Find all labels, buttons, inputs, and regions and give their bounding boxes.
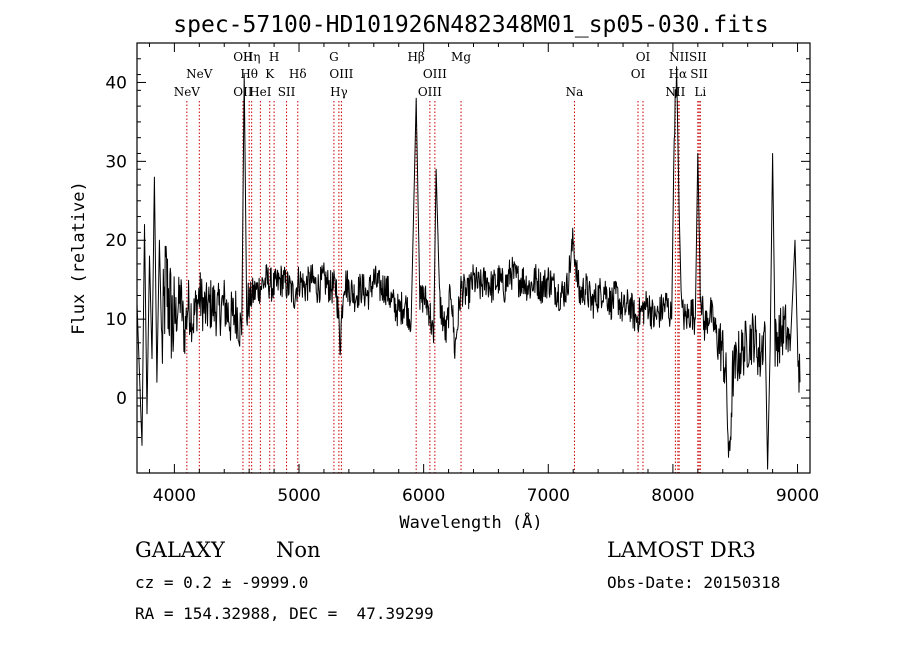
- spectral-line-label: SII: [690, 67, 708, 81]
- spectral-line-label: Hγ: [330, 85, 348, 99]
- x-axis-label: Wavelength (Å): [399, 511, 542, 533]
- coordinates-readout: RA = 154.32988, DEC = 47.39299: [135, 604, 434, 623]
- spectral-line-label: Li: [694, 85, 706, 99]
- object-class: GALAXY: [135, 538, 225, 562]
- spectral-line-label: SII: [278, 85, 296, 99]
- spectral-line-label: OIII: [423, 67, 447, 81]
- spectral-line-label: HeI: [249, 85, 272, 99]
- chart-title: spec-57100-HD101926N482348M01_sp05-030.f…: [173, 12, 768, 38]
- redshift-readout: cz = 0.2 ± -9999.0: [135, 573, 309, 592]
- spectral-line-label: Mg: [451, 50, 471, 64]
- spectral-line-label: Hβ: [407, 50, 424, 64]
- spectrum-line: [136, 66, 801, 470]
- spectral-line-label: Hδ: [289, 67, 307, 81]
- spectral-line-label: OIII: [329, 67, 353, 81]
- spectral-line-label: OII: [233, 85, 253, 99]
- x-tick-label: 5000: [277, 486, 320, 506]
- x-tick-label: 4000: [153, 486, 196, 506]
- x-tick-label: 8000: [651, 486, 694, 506]
- survey-name: LAMOST DR3: [607, 538, 756, 562]
- spectral-line-label: NeV: [174, 85, 201, 99]
- plot-frame: [136, 42, 811, 474]
- x-tick-label: 9000: [776, 486, 819, 506]
- x-tick-label: 6000: [402, 486, 445, 506]
- spectral-line-label: NII: [665, 85, 685, 99]
- object-subclass: Non: [276, 538, 321, 562]
- y-tick-label: 10: [105, 310, 127, 330]
- spectral-line-label: Hα: [669, 67, 688, 81]
- spectral-line-label: SII: [689, 50, 707, 64]
- spectral-line-label: NeV: [186, 67, 213, 81]
- spectral-line-label: K: [265, 67, 275, 81]
- y-tick-label: 0: [116, 389, 127, 409]
- spectral-line-label: Hη: [243, 50, 261, 64]
- spectral-line-label: OI: [631, 67, 646, 81]
- spectral-line-label: NII: [669, 50, 689, 64]
- axis-ticks: 4000 5000 6000 7000 8000 9000 0 10 20 30 40: [105, 42, 819, 506]
- spectral-line-labels: NeVNeVOIIOIIHηHθHeIHKSIIHδGOIIIHγHβOIIIO…: [174, 50, 708, 99]
- y-tick-label: 40: [105, 73, 127, 93]
- spectral-line-label: Na: [566, 85, 584, 99]
- y-tick-label: 30: [105, 152, 127, 172]
- spectral-line-label: Hθ: [240, 67, 258, 81]
- obs-date: Obs-Date: 20150318: [607, 573, 781, 592]
- spectral-line-label: OII: [233, 50, 253, 64]
- x-tick-label: 7000: [527, 486, 570, 506]
- spectral-line-label: OI: [636, 50, 651, 64]
- y-tick-label: 20: [105, 231, 127, 251]
- spectral-line-label: H: [269, 50, 279, 64]
- y-axis-label: Flux (relative): [69, 181, 89, 335]
- spectral-line-label: G: [329, 50, 339, 64]
- spectrum-series: [136, 66, 801, 470]
- spectral-line-label: OIII: [418, 85, 442, 99]
